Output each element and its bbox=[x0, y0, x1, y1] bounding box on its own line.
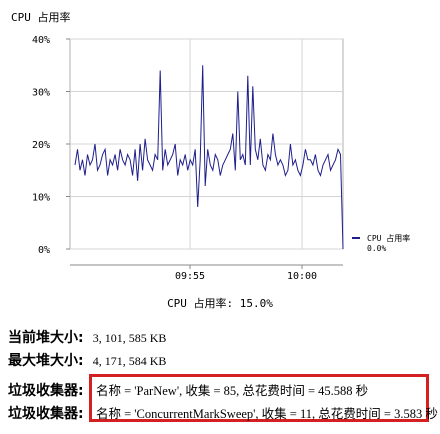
x-tick-label: 10:00 bbox=[287, 271, 317, 282]
y-tick-label: 30% bbox=[32, 88, 50, 99]
y-tick-label: 10% bbox=[32, 193, 50, 204]
max-heap-row: 最大堆大小: 4, 171, 584 KB bbox=[8, 350, 166, 370]
legend-label: CPU 占用率 bbox=[367, 233, 410, 243]
gc-parnew-info: 名称 = 'ParNew', 收集 = 85, 总花费时间 = 45.588 秒 bbox=[96, 384, 369, 398]
cpu-series-line bbox=[74, 65, 344, 250]
max-heap-label: 最大堆大小: bbox=[8, 353, 84, 369]
y-tick-label: 0% bbox=[38, 245, 50, 256]
x-tick-label: 09:55 bbox=[175, 271, 205, 282]
y-tick-label: 40% bbox=[32, 35, 50, 46]
current-heap-row: 当前堆大小: 3, 101, 585 KB bbox=[8, 327, 166, 347]
gc-label-cms: 垃圾收集器: bbox=[8, 406, 84, 422]
y-tick-label: 20% bbox=[32, 140, 50, 151]
gc-cms-info: 名称 = 'ConcurrentMarkSweep', 收集 = 11, 总花费… bbox=[96, 407, 438, 421]
legend-value: 0.0% bbox=[367, 244, 386, 253]
cpu-chart-panel: CPU 占用率 40% 30% 20% 10% 0% 09:55 10:00 CPU 占用率 0… bbox=[11, 11, 410, 310]
current-heap-value: 3, 101, 585 KB bbox=[92, 331, 167, 345]
chart-title: CPU 占用率 bbox=[11, 11, 71, 24]
current-heap-label: 当前堆大小: bbox=[8, 330, 84, 346]
gc-label-parnew: 垃圾收集器: bbox=[8, 383, 84, 399]
gc-highlight-box: 名称 = 'ParNew', 收集 = 85, 总花费时间 = 45.588 秒… bbox=[89, 374, 438, 422]
max-heap-value: 4, 171, 584 KB bbox=[92, 354, 167, 368]
cpu-usage-summary: CPU 占用率: 15.0% bbox=[167, 297, 273, 310]
legend-swatch bbox=[352, 237, 360, 239]
